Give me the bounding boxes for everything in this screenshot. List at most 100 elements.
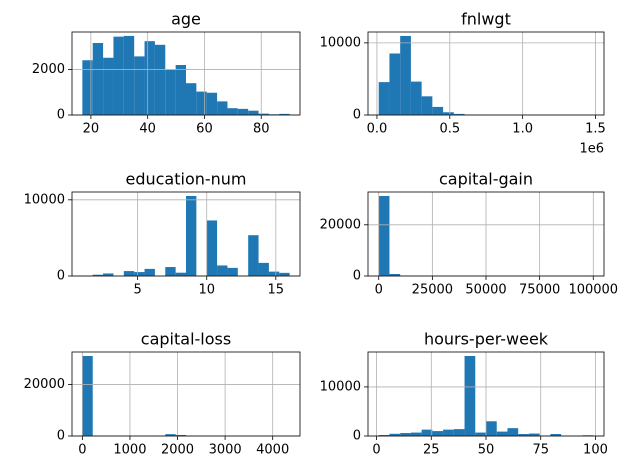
bar [518,434,529,436]
bar [496,431,508,436]
axes-frame [367,191,605,277]
chart-title: education-num [125,170,246,189]
chart-title: capital-gain [439,170,533,189]
y-tick-label: 10000 [320,35,361,50]
x-tick-label: 75000 [519,283,560,298]
y-tick-label: 10000 [24,192,65,207]
bar [248,235,259,276]
x-tick-label: 60 [196,122,213,137]
bar [196,91,207,115]
x-tick-label: 100000 [568,283,618,298]
bar [144,41,155,116]
bar [421,96,433,115]
bar [528,433,540,436]
bar [175,434,186,436]
y-tick-label: 0 [353,269,361,284]
x-tick-label: 0.5 [439,122,460,137]
y-tick-label: 0 [353,429,361,444]
x-tick-label: 5 [133,283,141,298]
x-tick-label: 1000 [113,443,146,458]
x-tick-label: 3000 [209,443,242,458]
bar [227,108,238,115]
y-tick-label: 2000 [32,62,65,77]
bar [464,356,476,436]
bar [453,429,465,436]
bar [206,220,218,276]
bar [92,42,104,115]
y-tick-label: 0 [57,429,65,444]
bar [421,429,433,436]
bar [453,113,465,115]
chart-title: fnlwgt [461,10,511,29]
bar [165,267,176,276]
x-tick-label: 25 [423,443,440,458]
x-tick-label: 80 [253,122,270,137]
bar [400,433,411,436]
x-tick-label: 0 [78,443,86,458]
bar [175,272,186,276]
bar [144,268,155,276]
bar [432,431,444,436]
bar [82,355,93,436]
bar [248,110,259,115]
bar [507,428,519,436]
x-tick-label: 50000 [465,283,506,298]
bar [258,113,269,115]
bar [432,106,444,115]
y-tick-label: 20000 [24,377,65,392]
bar [443,429,454,436]
x-tick-label: 15 [268,283,285,298]
x-tick-label: 50 [478,443,495,458]
x-tick-label: 10 [198,283,215,298]
bar [134,56,145,115]
y-tick-label: 0 [353,108,361,123]
x-tick-label: 100 [583,443,608,458]
x-tick-label: 25000 [412,283,453,298]
x-tick-label: 1.5 [585,122,606,137]
chart-title: capital-loss [141,330,231,349]
axes-frame [367,31,605,116]
bar [486,421,497,436]
bar [123,271,135,276]
bar [103,273,114,276]
x-tick-label: 20 [83,122,100,137]
bar [123,35,135,116]
bar [279,113,290,115]
x-tick-label: 0 [375,283,383,298]
axes-frame [367,351,605,437]
axes-frame [71,191,301,277]
bar [206,92,218,115]
bar [443,112,454,115]
bar [389,53,401,115]
bar [217,265,228,276]
bar [279,272,290,276]
x-tick-label: 75 [532,443,549,458]
bar [165,69,176,115]
y-tick-label: 10000 [320,379,361,394]
bar [410,432,422,436]
bar [154,44,166,115]
bar [378,195,390,276]
x-tick-label: 40 [139,122,156,137]
chart-title: age [171,10,201,29]
bar [389,273,401,276]
bar [258,262,269,276]
bar [400,35,411,116]
bar [410,81,422,115]
bar [103,57,114,115]
bar [113,36,124,115]
y-tick-label: 0 [57,108,65,123]
bar [475,432,486,436]
x-tick-label: 0.0 [367,122,388,137]
bar [268,271,280,276]
bar [237,108,249,115]
x-tick-label: 0 [372,443,380,458]
bar [92,274,104,276]
bar [134,272,145,276]
x-tick-label: 2000 [161,443,194,458]
bar [217,101,228,115]
bar [186,83,197,115]
axes-frame [71,31,301,116]
x-tick-label: 4000 [256,443,289,458]
